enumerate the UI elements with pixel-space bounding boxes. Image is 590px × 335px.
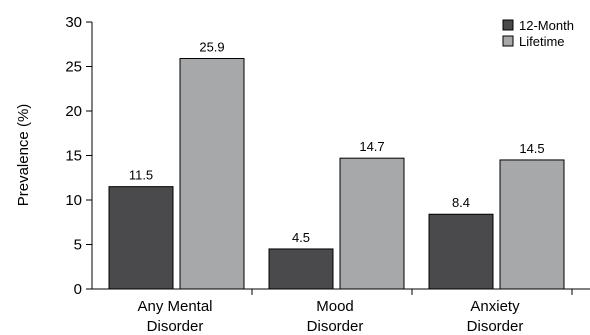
y-tick-label: 25 [65,59,82,76]
category-label: Any Mental [137,298,212,315]
legend-label: Lifetime [519,34,565,49]
bar-12-month-2 [428,213,494,290]
legend-swatch [502,19,514,31]
y-tick-label: 15 [65,148,82,165]
category-label: Mood [316,298,354,315]
bar-lifetime-0 [179,57,245,290]
y-tick-label: 10 [65,192,82,209]
data-label: 11.5 [129,168,153,183]
category-label: Anxiety [470,298,520,315]
y-tick-label: 5 [74,237,82,254]
legend-swatch [502,35,514,47]
category-label: Disorder [307,318,364,335]
data-label: 8.4 [452,195,470,210]
y-tick-label: 20 [65,103,82,120]
y-axis-label: Prevalence (%) [15,104,32,207]
bar-lifetime-1 [339,157,405,290]
legend-label: 12-Month [519,18,574,33]
bar-12-month-0 [108,186,174,290]
data-label: 14.5 [519,141,544,156]
bar-lifetime-2 [499,159,565,290]
data-label: 25.9 [199,39,224,54]
category-label: Disorder [147,318,204,335]
y-tick-label: 0 [74,281,82,298]
data-label: 4.5 [292,230,310,245]
category-label: Disorder [467,318,524,335]
y-tick-label: 30 [65,14,82,31]
plot-area: 0 5 10 15 20 25 30 11.5 25.9 Any Mental Disorder 4.… [65,14,590,335]
data-label: 14.7 [359,139,384,154]
bar-12-month-1 [268,248,334,290]
